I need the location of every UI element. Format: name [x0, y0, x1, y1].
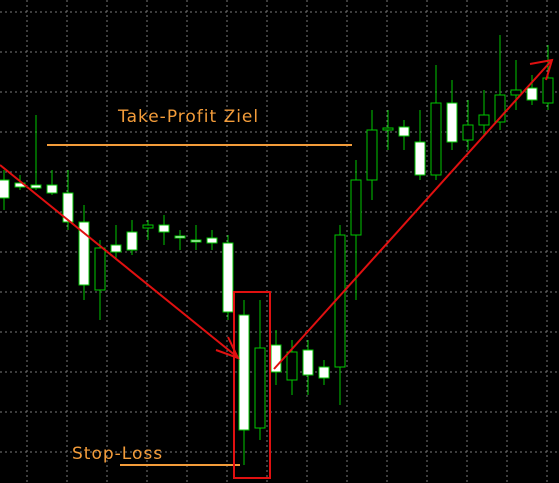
level-label: Stop-Loss	[72, 444, 163, 464]
candle-body	[254, 347, 266, 429]
candles	[0, 35, 554, 465]
level-label: Take-Profit Ziel	[117, 107, 259, 127]
candle-body	[62, 192, 74, 223]
candle-body	[446, 102, 458, 143]
candle-body	[222, 242, 234, 313]
candle-body	[206, 237, 218, 244]
arrow-head	[529, 58, 554, 81]
candle-body	[110, 244, 122, 253]
candle-body	[350, 179, 362, 236]
candle-body	[30, 184, 42, 189]
candle-body	[302, 349, 314, 376]
candle-body	[142, 224, 154, 229]
candle-body	[174, 235, 186, 239]
annotations: Take-Profit Ziel Stop-Loss	[47, 107, 352, 466]
candle-body	[430, 102, 442, 176]
candle-body	[238, 314, 250, 431]
candle-body	[494, 94, 506, 123]
arrow-up	[273, 59, 553, 370]
arrow-head	[215, 336, 240, 360]
candle-body	[318, 366, 330, 379]
arrows	[0, 58, 554, 479]
candle-body	[78, 221, 90, 286]
arrow-down	[0, 164, 237, 357]
candle-body	[382, 127, 394, 131]
highlight-box	[233, 291, 271, 479]
candle-body	[542, 77, 554, 104]
candle-body	[414, 141, 426, 176]
candle-body	[158, 224, 170, 233]
candle-body	[398, 126, 410, 137]
candle-body	[190, 239, 202, 243]
candle-body	[478, 114, 490, 126]
candle-body	[366, 129, 378, 181]
candle-body	[0, 179, 10, 199]
candle-body	[526, 87, 538, 101]
candle-body	[286, 351, 298, 381]
candle-body	[94, 247, 106, 291]
candle-body	[46, 184, 58, 194]
candle-body	[510, 89, 522, 96]
candle-body	[126, 231, 138, 251]
candle-body	[462, 124, 474, 141]
